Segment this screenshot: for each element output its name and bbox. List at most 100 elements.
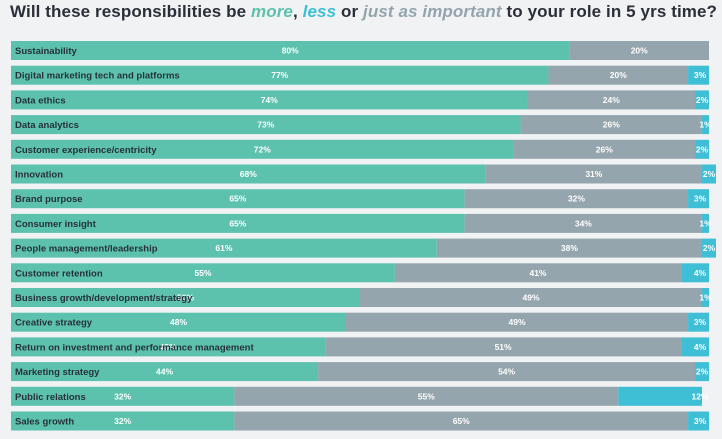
category-label: Marketing strategy	[15, 367, 100, 378]
bar-just	[464, 189, 689, 209]
bar-less	[681, 337, 709, 357]
bar-row: 48% 49% 3% Creative strategy	[11, 312, 709, 332]
bar-less	[688, 65, 709, 85]
category-label: Consumer insight	[15, 219, 97, 230]
bar-more	[11, 312, 347, 332]
bar-more	[11, 41, 570, 60]
value-label-less: 3%	[694, 194, 707, 204]
value-label-less: 2%	[696, 367, 709, 377]
value-label-more: 72%	[254, 144, 271, 154]
bar-less	[702, 213, 709, 233]
bar-less	[695, 362, 709, 382]
value-label-just: 65%	[453, 416, 470, 426]
value-label-more: 68%	[240, 169, 257, 179]
bar-row: 80% 20% Sustainability	[11, 41, 709, 60]
bar-more	[11, 386, 235, 406]
value-label-just: 38%	[561, 243, 578, 253]
bar-less	[702, 164, 716, 184]
category-label: Return on investment and performance man…	[15, 342, 254, 353]
value-label-just: 54%	[498, 367, 515, 377]
bar-just	[513, 139, 696, 159]
value-label-just: 34%	[575, 218, 592, 228]
category-label: Customer experience/centricity	[15, 145, 157, 156]
value-label-more: 32%	[114, 391, 131, 401]
bar-less	[702, 288, 709, 307]
value-label-less: 12%	[691, 391, 708, 401]
category-label: Sustainability	[15, 46, 77, 57]
bar-just	[569, 41, 709, 60]
value-label-less: 3%	[694, 317, 707, 327]
bar-less	[618, 386, 703, 406]
value-label-just: 31%	[585, 169, 602, 179]
bar-more	[11, 213, 465, 233]
bar-less	[681, 263, 709, 283]
bar-more	[11, 139, 514, 159]
value-label-just: 51%	[495, 342, 512, 352]
value-label-just: 20%	[610, 70, 627, 80]
value-label-less: 2%	[696, 144, 709, 154]
title-just: just as important	[363, 2, 502, 21]
bar-just	[325, 337, 682, 357]
value-label-more: 44%	[156, 367, 173, 377]
bar-row: 50% 49% 1% Business growth/development/stra…	[11, 288, 712, 307]
value-label-less: 1%	[699, 120, 712, 130]
bar-row: 74% 24% 2% Data ethics	[11, 90, 709, 110]
bar-just	[485, 164, 703, 184]
category-label: Sales growth	[15, 417, 74, 428]
value-label-more: 45%	[160, 342, 177, 352]
value-label-less: 3%	[694, 70, 707, 80]
value-label-more: 61%	[215, 243, 232, 253]
title-sep-1: ,	[293, 2, 303, 21]
value-label-more: 48%	[170, 317, 187, 327]
bar-more	[11, 189, 465, 209]
category-label: Data ethics	[15, 95, 66, 106]
value-label-more: 77%	[271, 70, 288, 80]
category-label: People management/leadership	[15, 244, 158, 255]
value-label-less: 2%	[703, 169, 716, 179]
bar-row: 65% 34% 1% Consumer insight	[11, 213, 712, 233]
value-label-just: 41%	[529, 268, 546, 278]
value-label-less: 3%	[694, 416, 707, 426]
category-label: Creative strategy	[15, 318, 93, 329]
category-label: Business growth/development/strategy	[15, 293, 193, 304]
value-label-more: 32%	[114, 416, 131, 426]
value-label-less: 1%	[699, 218, 712, 228]
bar-row: 65% 32% 3% Brand purpose	[11, 189, 709, 209]
value-label-more: 80%	[282, 46, 299, 56]
title-less: less	[302, 2, 337, 21]
bar-row: 55% 41% 4% Customer retention	[11, 263, 709, 283]
value-label-more: 74%	[261, 95, 278, 105]
bar-more	[11, 337, 326, 357]
bar-less	[695, 139, 709, 159]
value-label-just: 26%	[603, 120, 620, 130]
bar-more	[11, 362, 319, 382]
bar-less	[702, 115, 709, 135]
value-label-just: 24%	[603, 95, 620, 105]
bar-more	[11, 411, 235, 431]
value-label-just: 26%	[596, 144, 613, 154]
value-label-less: 2%	[703, 243, 716, 253]
bar-just	[234, 386, 619, 406]
bar-less	[688, 312, 709, 332]
bar-row: 32% 65% 3% Sales growth	[11, 411, 709, 431]
category-label: Customer retention	[15, 268, 103, 279]
bar-less	[688, 411, 709, 431]
category-label: Innovation	[15, 170, 63, 181]
value-label-less: 2%	[696, 95, 709, 105]
value-label-just: 49%	[523, 293, 540, 303]
category-label: Data analytics	[15, 120, 79, 131]
bar-row: 73% 26% 1% Data analytics	[11, 115, 712, 135]
bar-row: 72% 26% 2% Customer experience/centricity	[11, 139, 709, 159]
title-prefix: Will these responsibilities be	[10, 2, 252, 21]
category-label: Digital marketing tech and platforms	[15, 71, 180, 82]
bar-just	[436, 238, 703, 258]
value-label-just: 20%	[631, 46, 648, 56]
category-label: Public relations	[15, 392, 86, 403]
bar-just	[360, 288, 703, 307]
value-label-less: 1%	[699, 293, 712, 303]
bar-less	[695, 90, 709, 110]
bar-just	[548, 65, 689, 85]
chart-title: Will these responsibilities be more, les…	[10, 2, 717, 22]
bar-more	[11, 164, 486, 184]
